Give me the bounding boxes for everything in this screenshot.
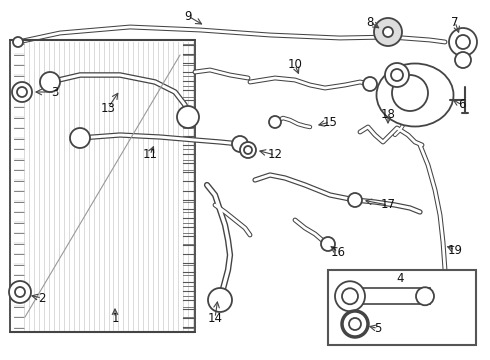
Circle shape bbox=[363, 77, 377, 91]
Circle shape bbox=[13, 37, 23, 47]
Circle shape bbox=[15, 287, 25, 297]
Text: 11: 11 bbox=[143, 148, 157, 162]
Circle shape bbox=[17, 87, 27, 97]
Circle shape bbox=[349, 318, 361, 330]
Circle shape bbox=[383, 27, 393, 37]
Circle shape bbox=[456, 35, 470, 49]
Circle shape bbox=[321, 237, 335, 251]
Text: 16: 16 bbox=[330, 246, 345, 258]
Circle shape bbox=[348, 193, 362, 207]
Text: 14: 14 bbox=[207, 311, 222, 324]
Text: 19: 19 bbox=[447, 243, 463, 256]
Text: 4: 4 bbox=[396, 273, 404, 285]
Circle shape bbox=[177, 106, 199, 128]
Circle shape bbox=[385, 63, 409, 87]
Circle shape bbox=[416, 287, 434, 305]
Text: 2: 2 bbox=[38, 292, 46, 305]
Text: 5: 5 bbox=[374, 322, 382, 335]
Text: 18: 18 bbox=[381, 108, 395, 122]
Bar bbox=[10, 40, 195, 332]
Text: 12: 12 bbox=[268, 148, 283, 162]
Circle shape bbox=[269, 116, 281, 128]
Text: 9: 9 bbox=[184, 9, 192, 22]
Text: 1: 1 bbox=[111, 311, 119, 324]
Circle shape bbox=[9, 281, 31, 303]
Circle shape bbox=[244, 146, 252, 154]
Circle shape bbox=[449, 28, 477, 56]
Text: 3: 3 bbox=[51, 85, 59, 99]
Circle shape bbox=[342, 311, 368, 337]
Bar bbox=[328, 270, 476, 345]
Text: 6: 6 bbox=[458, 99, 466, 112]
Circle shape bbox=[374, 18, 402, 46]
Text: 8: 8 bbox=[367, 15, 374, 28]
Circle shape bbox=[208, 288, 232, 312]
Text: 13: 13 bbox=[100, 102, 116, 114]
Text: 7: 7 bbox=[451, 15, 459, 28]
Circle shape bbox=[391, 69, 403, 81]
Circle shape bbox=[232, 136, 248, 152]
Circle shape bbox=[240, 142, 256, 158]
Circle shape bbox=[12, 82, 32, 102]
Text: 10: 10 bbox=[288, 58, 302, 72]
Text: 17: 17 bbox=[381, 198, 395, 211]
Circle shape bbox=[70, 128, 90, 148]
Circle shape bbox=[455, 52, 471, 68]
Circle shape bbox=[40, 72, 60, 92]
Circle shape bbox=[392, 75, 428, 111]
Text: 15: 15 bbox=[322, 116, 338, 129]
Circle shape bbox=[342, 288, 358, 304]
Ellipse shape bbox=[376, 63, 454, 126]
Circle shape bbox=[335, 281, 365, 311]
